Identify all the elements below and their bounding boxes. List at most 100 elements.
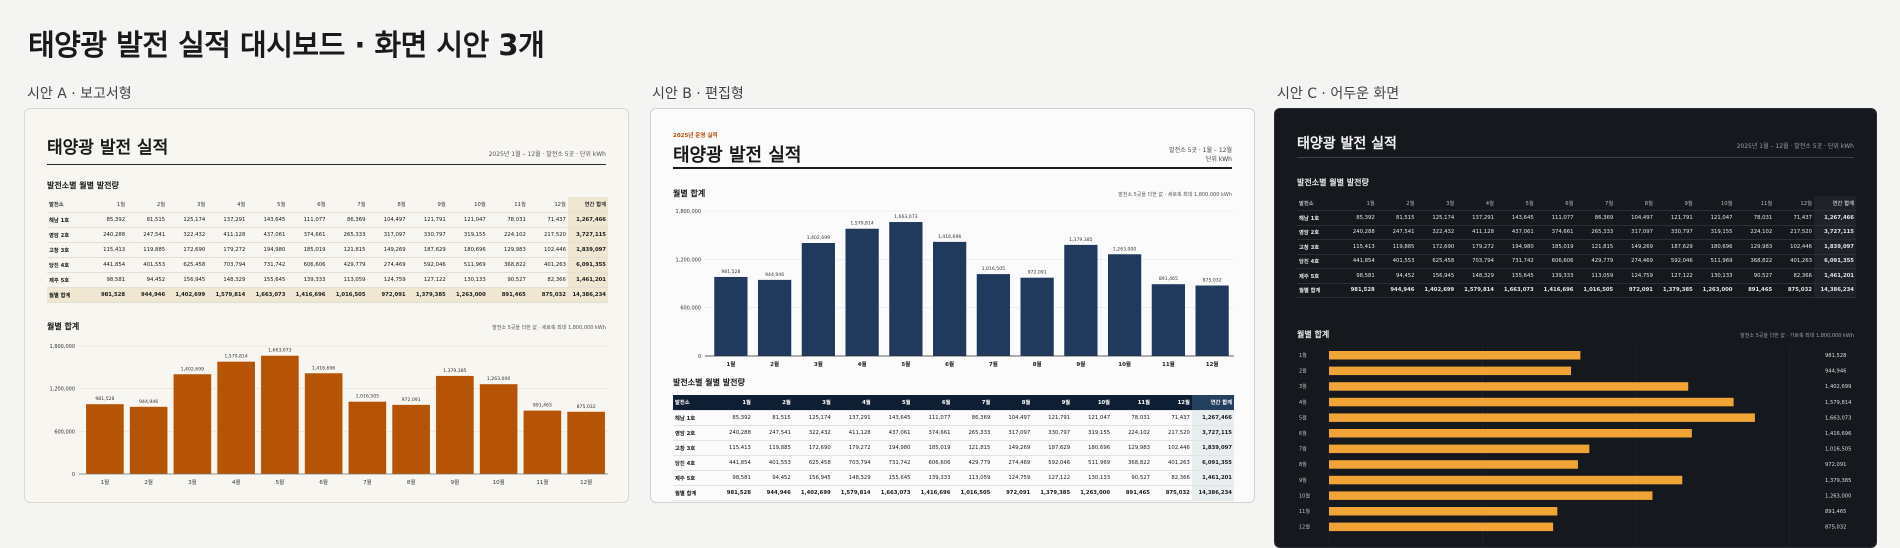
y-tick-label: 5월 <box>1299 414 1307 421</box>
bar <box>1329 382 1689 391</box>
table-row: 제주 5호 98,581 94,452 156,945 148,329 155,645 13… <box>47 272 608 288</box>
x-tick-label: 10월 <box>1118 360 1131 368</box>
bar <box>1020 277 1054 356</box>
value-cell: 592,046 <box>407 257 448 273</box>
column-header-month: 10월 <box>1694 196 1735 211</box>
table-header-row: 발전소 1월 2월 3월 4월 5월 6월 7월 8월 9월 10월 11월 12월 연간 합계 <box>47 197 608 213</box>
value-cell: 194,980 <box>1496 239 1536 255</box>
value-cell: 78,031 <box>487 212 528 228</box>
value-cell: 90,527 <box>1734 268 1775 284</box>
value-cell: 85,392 <box>713 410 753 426</box>
value-cell: 247,541 <box>127 227 168 243</box>
bar <box>304 373 343 474</box>
value-cell: 217,520 <box>1774 225 1814 240</box>
value-cell: 119,885 <box>1376 239 1417 255</box>
plant-name-cell: 영암 2호 <box>673 425 713 441</box>
value-cell: 139,333 <box>1535 268 1576 284</box>
value-cell: 82,366 <box>527 272 568 288</box>
row-total-cell: 6,091,355 <box>1191 455 1234 471</box>
monthly-total-horizontal-bar-chart: 1월 981,528 2월 944,946 3월 1,402,699 4월 1,579,814… <box>1299 346 1852 547</box>
value-cell: 143,645 <box>247 212 288 228</box>
column-header-plant: 발전소 <box>1297 196 1337 211</box>
value-cell: 71,437 <box>527 212 568 228</box>
value-cell: 115,413 <box>87 242 128 258</box>
column-header-month: 5월 <box>1496 196 1536 211</box>
data-label: 1,016,505 <box>1825 447 1851 453</box>
value-cell: 115,413 <box>713 440 753 456</box>
bar <box>758 279 792 356</box>
value-cell: 104,497 <box>992 410 1033 426</box>
value-cell: 240,288 <box>87 227 128 243</box>
data-label: 891,465 <box>1825 509 1846 515</box>
value-cell: 441,854 <box>87 257 128 273</box>
chart-note: 발전소 5곳을 더한 값 · 가로축 최대 1,800,000 kWh <box>1740 333 1854 339</box>
bar <box>1329 507 1558 516</box>
column-header-month: 8월 <box>1615 196 1655 211</box>
value-cell: 124,759 <box>992 470 1033 486</box>
sum-value-cell: 1,016,505 <box>1575 282 1616 298</box>
value-cell: 625,458 <box>167 257 208 273</box>
column-header-month: 1월 <box>87 197 128 213</box>
data-label: 875,032 <box>1203 278 1222 284</box>
sum-value-cell: 1,579,814 <box>1456 282 1496 298</box>
sum-value-cell: 944,946 <box>752 484 793 501</box>
column-header-month: 2월 <box>127 197 168 213</box>
value-cell: 111,077 <box>1535 210 1576 226</box>
value-cell: 81,515 <box>752 410 793 426</box>
value-cell: 606,606 <box>912 455 953 471</box>
value-cell: 179,272 <box>832 440 873 456</box>
table-row: 영암 2호 240,288 247,541 322,432 411,128 437,061… <box>1297 225 1856 240</box>
value-cell: 130,133 <box>447 272 488 288</box>
value-cell: 330,797 <box>1032 425 1073 441</box>
report-title: 태양광 발전 실적 <box>673 145 802 166</box>
value-cell: 187,629 <box>1655 239 1695 255</box>
value-cell: 240,288 <box>1337 225 1377 240</box>
value-cell: 125,174 <box>792 410 833 426</box>
value-cell: 78,031 <box>1734 210 1775 226</box>
sum-label-cell: 월별 합계 <box>1297 282 1337 298</box>
value-cell: 411,128 <box>1456 225 1496 240</box>
value-cell: 317,097 <box>367 227 408 243</box>
plant-name-cell: 제주 5호 <box>1297 268 1337 284</box>
value-cell: 113,059 <box>952 470 993 486</box>
value-cell: 121,791 <box>407 212 448 228</box>
value-cell: 401,263 <box>527 257 568 273</box>
column-header-month: 7월 <box>1575 196 1616 211</box>
x-tick-label: 10월 <box>493 478 505 486</box>
sum-value-cell: 1,663,073 <box>1496 282 1536 298</box>
sum-value-cell: 891,465 <box>1112 484 1152 501</box>
value-cell: 86,369 <box>952 410 993 426</box>
table-sum-row: 월별 합계 981,528 944,946 1,402,699 1,579,814 1,6… <box>1297 282 1856 298</box>
sum-value-cell: 1,579,814 <box>207 286 248 303</box>
row-total-cell: 1,839,097 <box>1191 440 1234 456</box>
sum-value-cell: 972,091 <box>1615 282 1655 298</box>
value-cell: 111,077 <box>287 212 328 228</box>
value-cell: 113,059 <box>1575 268 1616 284</box>
bar <box>1329 444 1590 454</box>
sum-value-cell: 1,263,000 <box>1072 484 1113 501</box>
value-cell: 98,581 <box>713 470 753 486</box>
column-header-total: 연간 합계 <box>567 197 608 213</box>
value-cell: 317,097 <box>1615 225 1655 240</box>
value-cell: 606,606 <box>1535 254 1576 269</box>
sum-value-cell: 1,379,385 <box>407 286 448 303</box>
x-tick-label: 7월 <box>989 360 998 368</box>
plant-name-cell: 고창 3호 <box>1297 239 1337 255</box>
value-cell: 124,759 <box>367 272 408 288</box>
column-header-month: 12월 <box>1151 395 1192 411</box>
x-tick-label: 1월 <box>101 478 110 486</box>
column-header-month: 2월 <box>752 395 793 411</box>
data-label: 875,032 <box>1825 525 1846 531</box>
value-cell: 85,392 <box>87 212 128 228</box>
value-cell: 82,366 <box>1774 268 1814 284</box>
bar <box>479 384 518 474</box>
value-cell: 319,155 <box>447 227 488 243</box>
value-cell: 703,794 <box>832 455 873 471</box>
row-total-cell: 1,267,466 <box>1191 410 1234 426</box>
y-tick-label: 8월 <box>1299 461 1307 468</box>
data-label: 981,528 <box>95 396 114 402</box>
data-label: 1,263,000 <box>487 376 510 382</box>
table-row: 해남 1호 85,392 81,515 125,174 137,291 143,645 11… <box>47 212 608 228</box>
table-row: 고창 3호 115,413 119,885 172,690 179,272 194,980… <box>47 242 608 258</box>
plant-name-cell: 제주 5호 <box>673 470 713 486</box>
